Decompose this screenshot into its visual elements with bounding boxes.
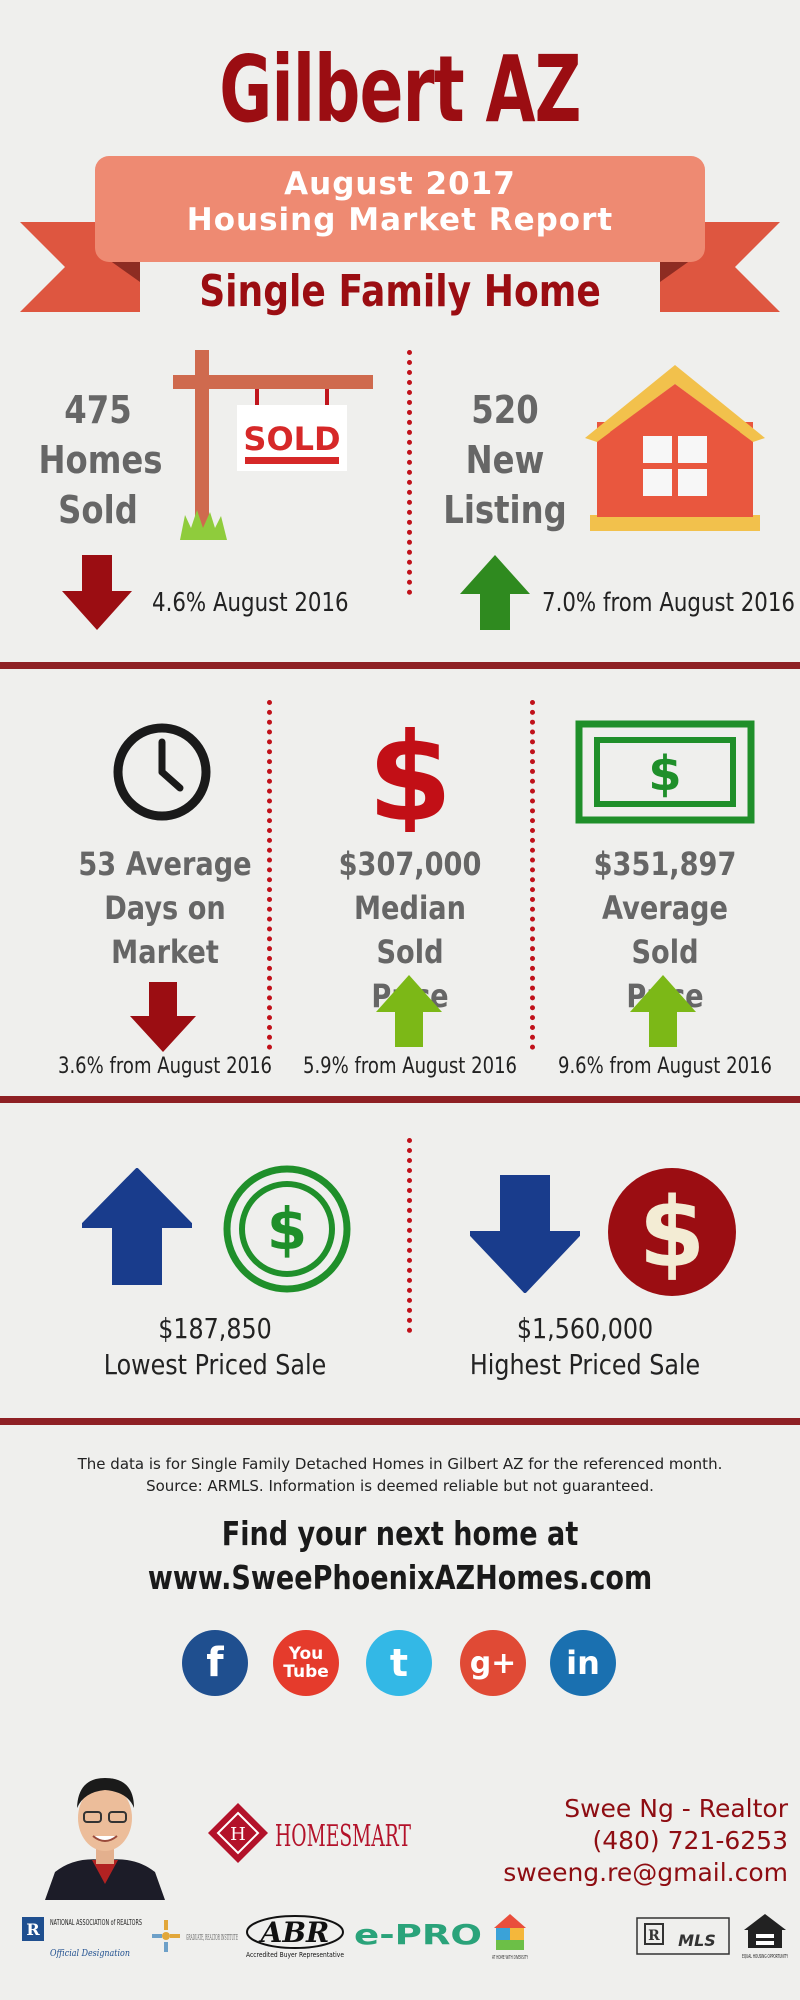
banner-line-2: Housing Market Report	[186, 202, 614, 238]
section-divider-1	[0, 662, 800, 669]
svg-text:NATIONAL ASSOCIATION of REALTO: NATIONAL ASSOCIATION of REALTORS	[50, 1918, 142, 1927]
new-listing-change: 7.0% from August 2016	[542, 588, 795, 618]
dollar-bill-icon: $	[575, 720, 755, 824]
twitter-icon[interactable]: t	[366, 1630, 432, 1696]
median-up-arrow-icon	[376, 975, 442, 1047]
svg-text:$: $	[639, 1177, 706, 1289]
homesmart-text: HOMESMART	[275, 1819, 411, 1854]
new-listing-label-1: New	[465, 438, 545, 482]
abr-logo: ABR Accredited Buyer Representative	[246, 1915, 344, 1959]
disclaimer-line-2: Source: ARMLS. Information is deemed rel…	[146, 1477, 654, 1495]
median-price-change: 5.9% from August 2016	[302, 1054, 518, 1079]
epro-logo: e-PRO	[354, 1918, 482, 1951]
homesmart-logo: H HOMESMART	[208, 1803, 411, 1863]
days-on-market-line-3: Market	[111, 933, 219, 971]
svg-text:$: $	[267, 1195, 307, 1263]
svg-text:AT HOME WITH DIVERSITY: AT HOME WITH DIVERSITY	[492, 1955, 529, 1961]
new-listing-label-2: Listing	[443, 488, 567, 532]
days-on-market-line-2: Days on	[104, 889, 226, 927]
divider-dots-row2-a	[267, 700, 272, 1050]
equal-housing-icon: EQUAL HOUSING OPPORTUNITY	[742, 1914, 789, 1960]
subtitle: Single Family Home	[199, 266, 601, 317]
coin-dollar-icon: $	[223, 1165, 351, 1293]
ribbon-banner	[20, 156, 780, 312]
homes-sold-down-arrow-icon	[62, 555, 132, 630]
divider-dots-row1	[407, 350, 412, 595]
divider-dots-row2-b	[530, 700, 535, 1050]
days-down-arrow-icon	[130, 982, 196, 1052]
homes-sold-count: 475	[64, 388, 132, 432]
new-listing-count: 520	[471, 388, 539, 432]
page-title: Gilbert AZ	[219, 36, 581, 143]
new-listing-stat: 520 New Listing	[430, 385, 580, 535]
banner-line-1: August 2017	[284, 166, 516, 202]
svg-text:ABR: ABR	[258, 1916, 330, 1949]
svg-text:GRADUATE, REALTOR INSTITUTE: GRADUATE, REALTOR INSTITUTE	[186, 1933, 238, 1942]
average-price-value: $351,897	[593, 845, 737, 883]
disclaimer-line-1: The data is for Single Family Detached H…	[77, 1455, 723, 1473]
svg-text:Official Designation: Official Designation	[50, 1949, 130, 1959]
average-up-arrow-icon	[630, 975, 696, 1047]
svg-text:$: $	[368, 712, 453, 832]
nar-logo: R NATIONAL ASSOCIATION of REALTORS Offic…	[22, 1917, 142, 1959]
clock-icon	[113, 723, 211, 821]
average-price-change: 9.6% from August 2016	[557, 1054, 773, 1079]
agent-photo	[40, 1760, 170, 1900]
svg-text:R: R	[648, 1928, 660, 1944]
gri-logo: GRADUATE, REALTOR INSTITUTE	[152, 1920, 238, 1952]
sold-sign-text: SOLD	[243, 420, 340, 458]
homes-sold-stat: 475 Homes Sold	[28, 385, 168, 535]
median-price-label-1: Median Sold	[353, 889, 467, 971]
homes-sold-label-1: Homes	[38, 438, 163, 482]
diversity-logo: AT HOME WITH DIVERSITY	[492, 1914, 529, 1961]
svg-text:e-PRO: e-PRO	[354, 1918, 482, 1951]
lowest-sale-value: $187,850	[158, 1312, 272, 1345]
google-plus-icon[interactable]: g+	[460, 1630, 526, 1696]
highest-down-arrow-icon	[470, 1175, 580, 1293]
new-listing-up-arrow-icon	[460, 555, 530, 630]
agent-name: Swee Ng - Realtor	[564, 1794, 788, 1823]
youtube-icon[interactable]: You Tube	[273, 1630, 339, 1696]
svg-text:R: R	[26, 1920, 40, 1939]
days-on-market-line-1: 53 Average	[78, 845, 252, 883]
agent-phone[interactable]: (480) 721-6253	[592, 1826, 788, 1855]
svg-text:MLS: MLS	[678, 1931, 716, 1950]
cta-line-1: Find your next home at	[221, 1514, 579, 1553]
svg-text:H: H	[230, 1824, 246, 1845]
days-on-market-stat: 53 Average Days on Market	[55, 842, 275, 974]
days-on-market-change: 3.6% from August 2016	[57, 1054, 273, 1079]
dollar-sign-icon: $	[368, 712, 453, 832]
svg-text:EQUAL HOUSING OPPORTUNITY: EQUAL HOUSING OPPORTUNITY	[742, 1954, 789, 1960]
homes-sold-change: 4.6% August 2016	[152, 588, 349, 618]
linkedin-icon[interactable]: in	[550, 1630, 616, 1696]
median-price-value: $307,000	[338, 845, 482, 883]
highest-sale-label: Highest Priced Sale	[469, 1348, 701, 1381]
website-link[interactable]: www.SweePhoenixAZHomes.com	[147, 1558, 653, 1597]
divider-dots-row3	[407, 1138, 412, 1333]
house-icon	[585, 365, 765, 531]
section-divider-3	[0, 1418, 800, 1425]
highest-sale-value: $1,560,000	[516, 1312, 654, 1345]
sold-sign-icon: SOLD	[173, 350, 373, 540]
homes-sold-label-2: Sold	[58, 488, 138, 532]
agent-email[interactable]: sweeng.re@gmail.com	[503, 1858, 788, 1887]
lowest-up-arrow-icon	[82, 1168, 192, 1285]
red-coin-dollar-icon: $	[608, 1168, 736, 1296]
svg-text:Accredited Buyer Representativ: Accredited Buyer Representative	[246, 1951, 344, 1959]
mls-logo: R MLS	[636, 1917, 730, 1955]
svg-text:$: $	[648, 746, 681, 802]
average-price-label-1: Average Sold	[602, 889, 728, 971]
facebook-icon[interactable]: f	[182, 1630, 248, 1696]
section-divider-2	[0, 1096, 800, 1103]
lowest-sale-label: Lowest Priced Sale	[103, 1348, 327, 1381]
